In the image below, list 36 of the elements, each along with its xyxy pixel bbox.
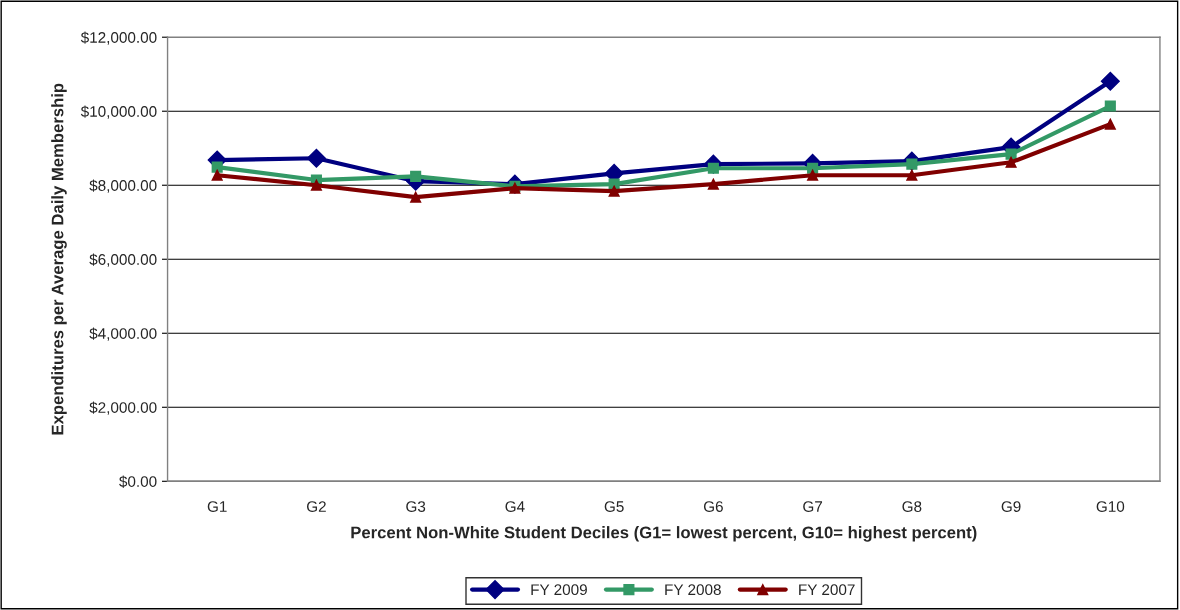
- x-tick-label: G5: [604, 501, 624, 512]
- point: [310, 179, 322, 191]
- x-tick-label: G10: [1096, 501, 1125, 512]
- point: [306, 148, 326, 168]
- x-tick-label: G1: [207, 501, 227, 512]
- point: [1104, 118, 1116, 130]
- point: [1100, 71, 1120, 91]
- legend-label: FY 2008: [665, 584, 721, 596]
- point: [608, 185, 620, 197]
- point: [410, 191, 422, 203]
- x-axis-title: Percent Non-White Student Deciles (G1= lowest percent, G10= highest percent): [351, 526, 977, 542]
- point: [1005, 156, 1017, 168]
- point: [410, 170, 422, 182]
- y-tick-label: $8,000.00: [89, 179, 157, 193]
- x-tick-label: G4: [505, 501, 525, 512]
- point: [211, 169, 223, 181]
- y-tick-label: $12,000.00: [80, 31, 157, 45]
- y-tick-label: $10,000.00: [80, 105, 157, 119]
- x-tick-label: G3: [406, 501, 426, 512]
- y-tick-label: $6,000.00: [89, 253, 157, 267]
- x-tick-label: G2: [307, 501, 326, 512]
- point: [707, 178, 719, 190]
- legend-label: FY 2007: [799, 584, 855, 596]
- y-tick-label: $0.00: [119, 475, 157, 488]
- x-tick-label: G8: [902, 501, 922, 512]
- point: [211, 161, 223, 173]
- point: [906, 169, 918, 181]
- point: [807, 169, 819, 181]
- y-tick-label: $2,000.00: [89, 401, 157, 415]
- x-tick-label: G7: [803, 501, 823, 512]
- x-tick-label: G9: [1001, 501, 1021, 512]
- x-tick-label: G6: [703, 501, 723, 512]
- point: [1104, 100, 1116, 112]
- y-axis-title: Expenditures per Average Daily Membership: [51, 83, 67, 435]
- legend-label: FY 2009: [531, 584, 587, 596]
- y-tick-label: $4,000.00: [89, 327, 157, 341]
